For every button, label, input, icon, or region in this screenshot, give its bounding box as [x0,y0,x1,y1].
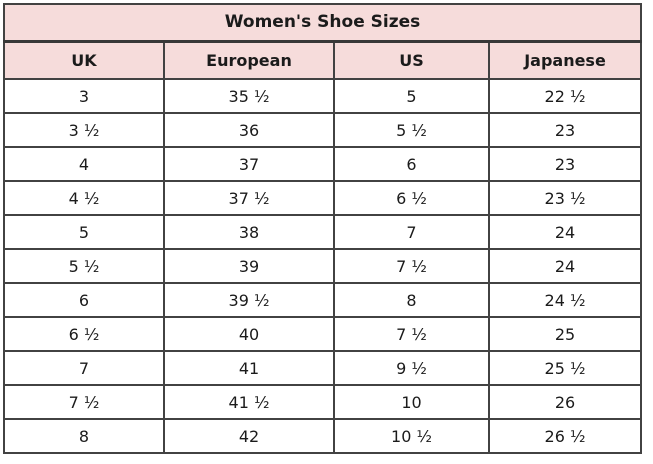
table-row: 6 ½ 40 7 ½ 25 [3,316,642,352]
size-cell: 39 [163,248,335,284]
size-cell: 37 [163,146,335,182]
table-title: Women's Shoe Sizes [3,3,642,43]
size-cell: 7 ½ [3,384,165,420]
size-cell: 23 [488,112,642,148]
page: Women's Shoe Sizes UK European US Japane… [3,3,642,454]
size-cell: 42 [163,418,335,454]
table-row: 8 42 10 ½ 26 ½ [3,418,642,454]
size-cell: 3 ½ [3,112,165,148]
table-row: 5 ½ 39 7 ½ 24 [3,248,642,284]
size-cell: 38 [163,214,335,250]
table-row: 3 35 ½ 5 22 ½ [3,78,642,114]
size-cell: 36 [163,112,335,148]
size-cell: 24 [488,248,642,284]
size-cell: 6 ½ [333,180,490,216]
size-cell: 3 [3,78,165,114]
size-cell: 5 [3,214,165,250]
size-cell: 10 [333,384,490,420]
size-cell: 22 ½ [488,78,642,114]
size-cell: 4 [3,146,165,182]
column-header-us: US [333,40,490,80]
size-cell: 37 ½ [163,180,335,216]
size-cell: 5 ½ [3,248,165,284]
size-cell: 6 [333,146,490,182]
size-cell: 23 ½ [488,180,642,216]
size-cell: 26 [488,384,642,420]
size-cell: 7 ½ [333,316,490,352]
table-row: 5 38 7 24 [3,214,642,250]
size-cell: 4 ½ [3,180,165,216]
size-cell: 41 [163,350,335,386]
size-cell: 25 [488,316,642,352]
table-row: 4 37 6 23 [3,146,642,182]
table-title-row: Women's Shoe Sizes [3,3,642,43]
size-cell: 7 [3,350,165,386]
size-cell: 8 [333,282,490,318]
size-cell: 25 ½ [488,350,642,386]
size-cell: 24 [488,214,642,250]
table-row: 3 ½ 36 5 ½ 23 [3,112,642,148]
size-cell: 8 [3,418,165,454]
size-cell: 41 ½ [163,384,335,420]
size-cell: 26 ½ [488,418,642,454]
size-cell: 9 ½ [333,350,490,386]
size-cell: 35 ½ [163,78,335,114]
size-cell: 6 [3,282,165,318]
table-row: 6 39 ½ 8 24 ½ [3,282,642,318]
size-cell: 5 ½ [333,112,490,148]
size-cell: 23 [488,146,642,182]
table-row: 7 ½ 41 ½ 10 26 [3,384,642,420]
column-header-japanese: Japanese [488,40,642,80]
size-cell: 7 [333,214,490,250]
shoe-size-table: Women's Shoe Sizes UK European US Japane… [3,3,642,454]
size-cell: 7 ½ [333,248,490,284]
size-cell: 6 ½ [3,316,165,352]
size-cell: 5 [333,78,490,114]
size-cell: 10 ½ [333,418,490,454]
size-cell: 24 ½ [488,282,642,318]
table-row: 7 41 9 ½ 25 ½ [3,350,642,386]
table-header-row: UK European US Japanese [3,40,642,80]
table-row: 4 ½ 37 ½ 6 ½ 23 ½ [3,180,642,216]
column-header-european: European [163,40,335,80]
size-cell: 40 [163,316,335,352]
column-header-uk: UK [3,40,165,80]
size-cell: 39 ½ [163,282,335,318]
